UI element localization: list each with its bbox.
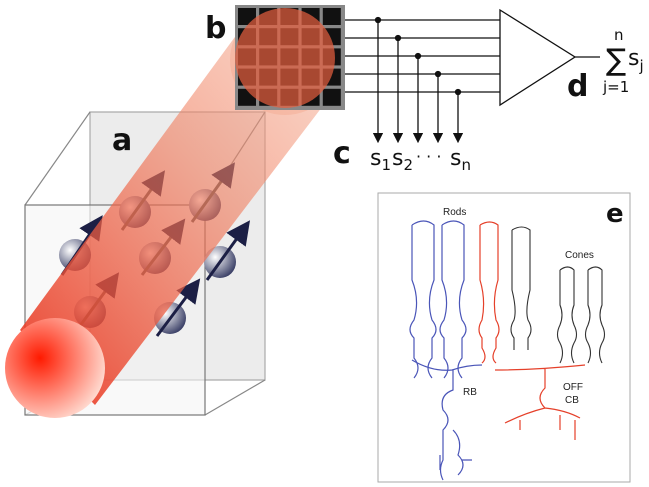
inset-label: CB: [565, 395, 579, 406]
panel-label: e: [606, 199, 624, 229]
output-label: s2: [392, 146, 413, 174]
index: 1: [381, 156, 391, 174]
symbol: s: [370, 146, 381, 171]
inset-label: Cones: [565, 250, 594, 261]
beam-spot: [5, 318, 105, 418]
index: n: [461, 156, 471, 174]
symbol: s: [450, 146, 461, 171]
inset-label: RB: [463, 387, 477, 398]
index: 2: [403, 156, 413, 174]
pixel: [238, 8, 256, 25]
light-beam: [20, 30, 335, 405]
panel-label: d: [567, 69, 588, 104]
symbol: s: [392, 146, 403, 171]
sum-term: sj: [628, 46, 644, 75]
pixel: [322, 88, 341, 106]
sum-lower: j=1: [602, 78, 629, 96]
detector-grid: [235, 5, 345, 110]
inset-label: OFF: [563, 382, 583, 393]
sum-upper: n: [614, 26, 624, 44]
panel-label: a: [112, 123, 132, 158]
symbol: s: [628, 46, 639, 71]
sum-symbol: ∑: [606, 43, 626, 78]
pixel: [322, 8, 341, 25]
output-label: s1: [370, 146, 391, 174]
inset-label: Rods: [443, 207, 466, 218]
retina-inset: Rods Cones RB OFF CB e: [377, 192, 631, 483]
index: j: [638, 57, 643, 75]
wiring: [345, 8, 600, 144]
panel-label: c: [333, 136, 351, 171]
ellipsis: · · ·: [416, 147, 441, 166]
output-label: sn: [450, 146, 471, 174]
panel-label: b: [205, 11, 226, 46]
